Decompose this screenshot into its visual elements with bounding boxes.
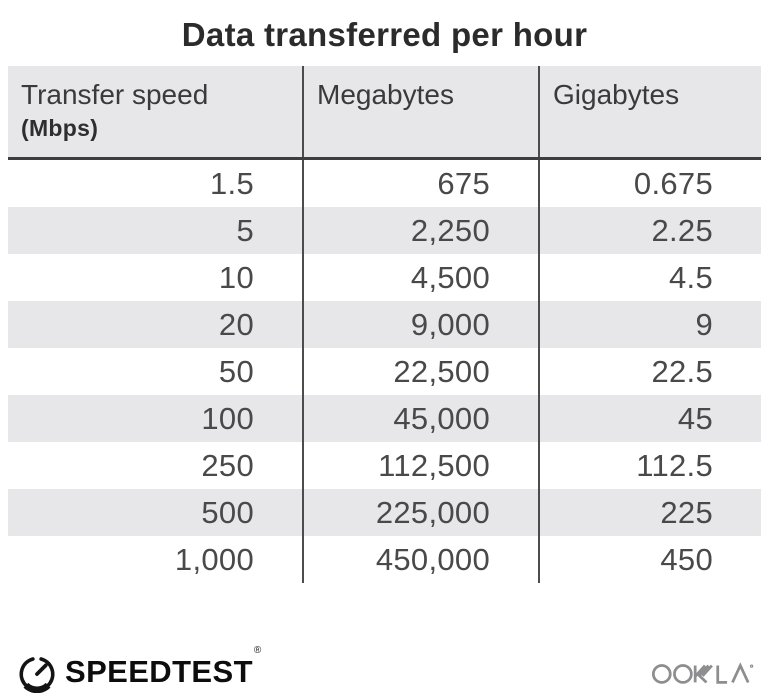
table-row: 1,000 450,000 450 — [8, 535, 761, 583]
cell-speed: 500 — [8, 488, 303, 536]
data-table: Transfer speed (Mbps) Megabytes Gigabyte… — [8, 66, 761, 583]
cell-speed: 5 — [8, 206, 303, 254]
table-row: 1.5 675 0.675 — [8, 158, 761, 207]
table-row: 50 22,500 22.5 — [8, 347, 761, 395]
speedtest-wordmark: SPEEDTEST® — [65, 645, 261, 690]
registered-trademark-icon: ® — [253, 645, 262, 656]
cell-megabytes: 112,500 — [302, 441, 539, 489]
table-body: 1.5 675 0.675 5 2,250 2.25 10 4,500 4.5 … — [8, 158, 761, 583]
cell-gigabytes: 112.5 — [538, 441, 761, 489]
table-row: 250 112,500 112.5 — [8, 441, 761, 489]
cell-megabytes: 450,000 — [302, 535, 539, 583]
table-row: 10 4,500 4.5 — [8, 253, 761, 301]
header-row: Transfer speed (Mbps) Megabytes Gigabyte… — [8, 66, 761, 160]
cell-megabytes: 4,500 — [302, 253, 539, 301]
column-header-megabytes: Megabytes — [302, 66, 539, 160]
column-header-unit: (Mbps) — [21, 115, 99, 141]
column-header-label: Gigabytes — [553, 79, 680, 110]
table-row: 500 225,000 225 — [8, 488, 761, 536]
cell-megabytes: 675 — [302, 158, 539, 207]
cell-gigabytes: 22.5 — [538, 347, 761, 395]
cell-gigabytes: 225 — [538, 488, 761, 536]
speedtest-label: SPEEDTEST — [65, 654, 253, 689]
table-row: 100 45,000 45 — [8, 394, 761, 442]
cell-speed: 10 — [8, 253, 303, 301]
cell-megabytes: 45,000 — [302, 394, 539, 442]
table-row: 5 2,250 2.25 — [8, 206, 761, 254]
ookla-wordmark-icon — [651, 655, 757, 689]
ookla-logo: OOKLA — [651, 655, 757, 689]
page-title: Data transferred per hour — [181, 16, 588, 53]
cell-megabytes: 9,000 — [302, 300, 539, 348]
cell-speed: 20 — [8, 300, 303, 348]
table-row: 20 9,000 9 — [8, 300, 761, 348]
cell-gigabytes: 45 — [538, 394, 761, 442]
column-header-transfer-speed: Transfer speed (Mbps) — [8, 66, 303, 160]
cell-speed: 1,000 — [8, 535, 303, 583]
speedtest-logo: SPEEDTEST® — [16, 645, 261, 693]
column-header-gigabytes: Gigabytes — [538, 66, 761, 160]
cell-gigabytes: 450 — [538, 535, 761, 583]
column-header-label: Megabytes — [317, 79, 454, 110]
cell-gigabytes: 4.5 — [538, 253, 761, 301]
footer: SPEEDTEST® OOKLA — [16, 645, 757, 696]
cell-gigabytes: 2.25 — [538, 206, 761, 254]
cell-megabytes: 2,250 — [302, 206, 539, 254]
cell-gigabytes: 0.675 — [538, 158, 761, 207]
cell-megabytes: 225,000 — [302, 488, 539, 536]
cell-speed: 100 — [8, 394, 303, 442]
cell-speed: 1.5 — [8, 158, 303, 207]
column-header-label: Transfer speed — [21, 79, 209, 110]
table-header: Transfer speed (Mbps) Megabytes Gigabyte… — [8, 66, 761, 160]
speedtest-gauge-icon — [16, 651, 58, 693]
cell-speed: 50 — [8, 347, 303, 395]
cell-speed: 250 — [8, 441, 303, 489]
cell-megabytes: 22,500 — [302, 347, 539, 395]
cell-gigabytes: 9 — [538, 300, 761, 348]
